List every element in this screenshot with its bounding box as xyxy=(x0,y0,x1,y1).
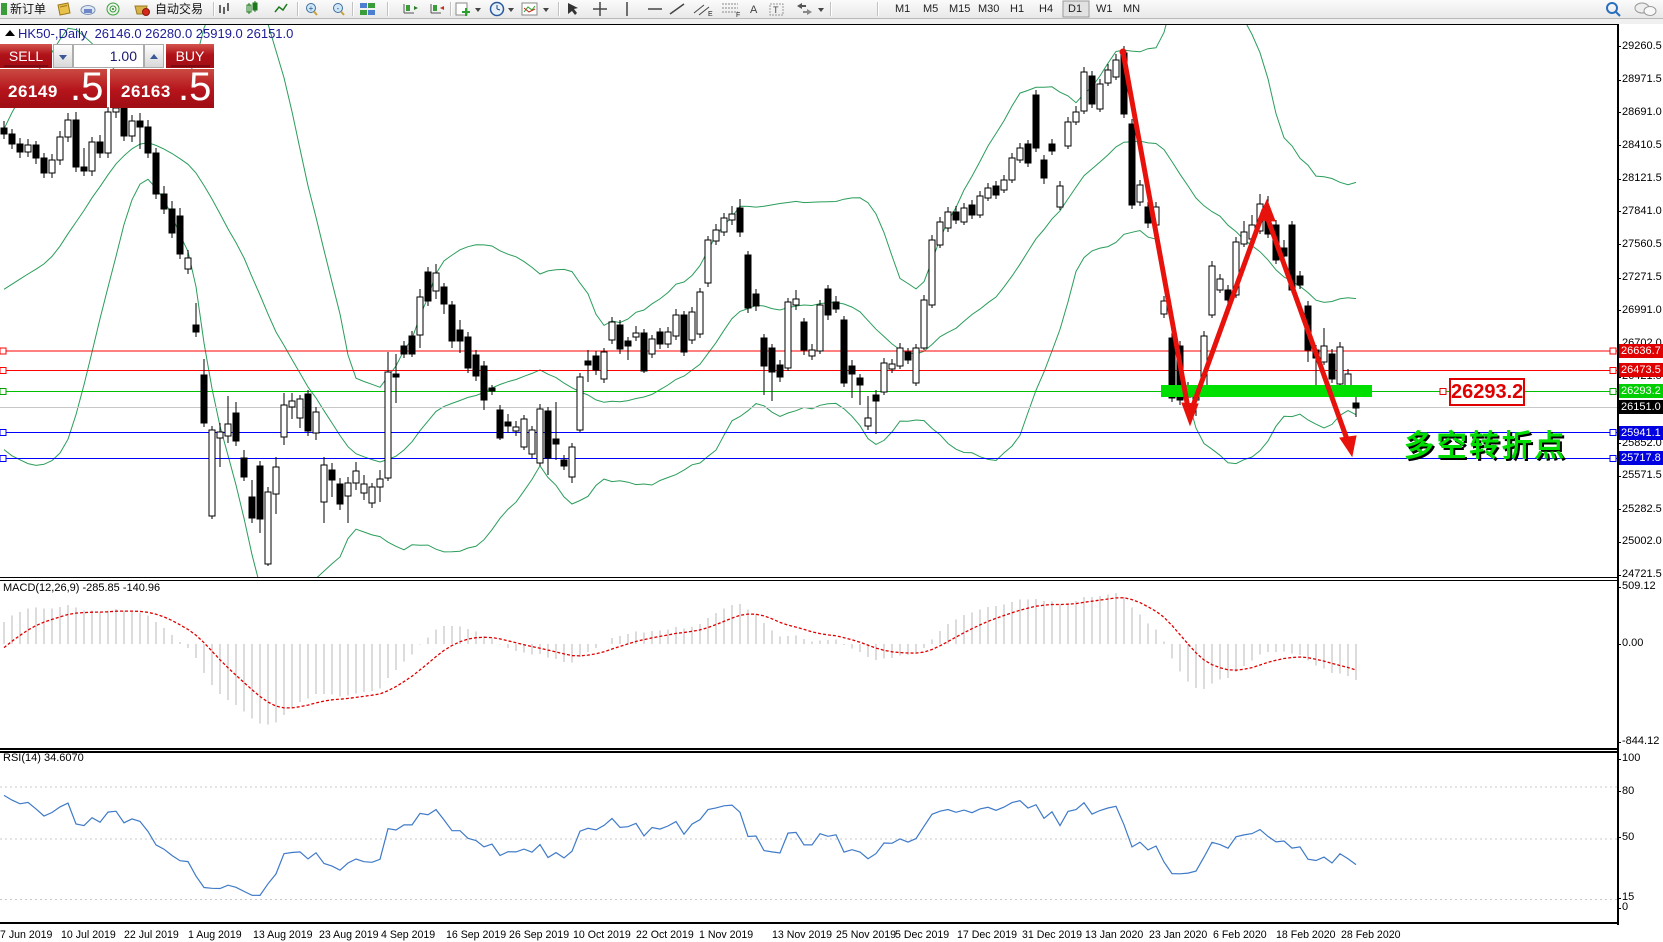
svg-text:A: A xyxy=(750,4,758,16)
svg-text:E: E xyxy=(708,11,713,18)
svg-text:T: T xyxy=(773,5,779,15)
svg-text:-: - xyxy=(337,4,340,13)
svg-text:+: + xyxy=(309,4,314,13)
svg-text:F: F xyxy=(736,12,740,18)
